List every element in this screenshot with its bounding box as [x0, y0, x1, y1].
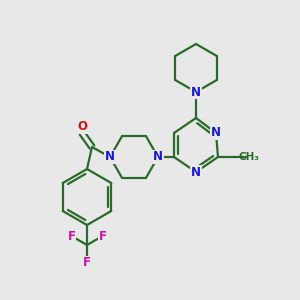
Text: N: N — [191, 166, 201, 178]
Text: N: N — [191, 85, 201, 98]
Text: F: F — [83, 256, 91, 269]
Text: O: O — [77, 121, 87, 134]
Text: N: N — [153, 151, 163, 164]
Text: N: N — [211, 127, 221, 140]
Text: F: F — [99, 230, 106, 242]
Text: N: N — [105, 151, 115, 164]
Text: F: F — [68, 230, 75, 242]
Text: CH₃: CH₃ — [238, 152, 260, 162]
